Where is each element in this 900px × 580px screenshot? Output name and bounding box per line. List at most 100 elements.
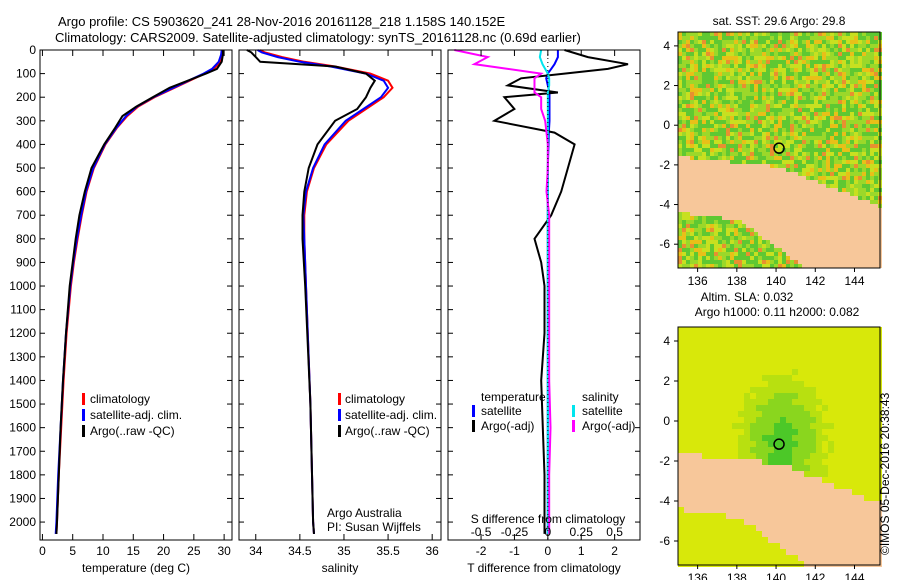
map-cell: [774, 192, 778, 196]
map-cell: [702, 561, 708, 567]
map-cell: [722, 216, 726, 220]
map-cell: [876, 333, 882, 339]
map-cell: [826, 160, 830, 164]
map-cell: [846, 441, 852, 447]
map-cell: [750, 537, 756, 543]
map-cell: [754, 156, 758, 160]
map-cell: [698, 40, 702, 44]
map-cell: [858, 220, 862, 224]
temperature-ytick-label: 1100: [10, 303, 36, 317]
map-cell: [750, 84, 754, 88]
map-cell: [874, 176, 878, 180]
map-cell: [794, 220, 798, 224]
map-cell: [726, 399, 732, 405]
map-cell: [810, 188, 814, 192]
map-cell: [730, 180, 734, 184]
map-cell: [698, 132, 702, 136]
map-cell: [814, 36, 818, 40]
map-cell: [834, 120, 838, 124]
map-cell: [818, 48, 822, 52]
map-cell: [854, 236, 858, 240]
map-cell: [798, 68, 802, 72]
map-cell: [826, 204, 830, 208]
map-cell: [738, 561, 744, 567]
map-cell: [754, 168, 758, 172]
map-cell: [798, 172, 802, 176]
map-cell: [806, 220, 810, 224]
map-cell: [774, 495, 780, 501]
map-cell: [804, 447, 810, 453]
map-cell: [710, 108, 714, 112]
map-cell: [828, 393, 834, 399]
map-cell: [766, 116, 770, 120]
map-cell: [854, 36, 858, 40]
map-cell: [842, 56, 846, 60]
map-cell: [814, 72, 818, 76]
map-cell: [822, 88, 826, 92]
map-cell: [744, 429, 750, 435]
map-cell: [690, 152, 694, 156]
map-cell: [774, 140, 778, 144]
map-cell: [786, 501, 792, 507]
map-cell: [826, 240, 830, 244]
map-cell: [722, 40, 726, 44]
map-cell: [822, 240, 826, 244]
map-cell: [802, 264, 806, 268]
map-cell: [792, 435, 798, 441]
map-cell: [758, 140, 762, 144]
map-cell: [870, 84, 874, 88]
map-cell: [874, 88, 878, 92]
map-cell: [798, 477, 804, 483]
map-cell: [690, 80, 694, 84]
map-cell: [682, 128, 686, 132]
map-cell: [744, 507, 750, 513]
map-cell: [846, 381, 852, 387]
map-cell: [814, 160, 818, 164]
map-cell: [762, 483, 768, 489]
map-cell: [782, 244, 786, 248]
map-cell: [702, 36, 706, 40]
map-cell: [870, 555, 876, 561]
map-cell: [782, 200, 786, 204]
map-cell: [780, 399, 786, 405]
map-cell: [758, 32, 762, 36]
temperature-axes-frame: [39, 49, 233, 541]
map-cell: [846, 60, 850, 64]
map-cell: [870, 128, 874, 132]
map-cell: [864, 561, 870, 567]
temperature-ytick-label: 900: [16, 255, 36, 269]
map-cell: [790, 196, 794, 200]
map-cell: [770, 204, 774, 208]
map-cell: [834, 471, 840, 477]
map-cell: [678, 417, 684, 423]
map-cell: [706, 80, 710, 84]
map-cell: [834, 423, 840, 429]
map-cell: [842, 112, 846, 116]
map-cell: [710, 80, 714, 84]
map-cell: [696, 399, 702, 405]
map-cell: [714, 100, 718, 104]
map-cell: [678, 176, 682, 180]
map-cell: [714, 393, 720, 399]
map-cell: [838, 36, 842, 40]
map-cell: [780, 549, 786, 555]
map-cell: [874, 188, 878, 192]
map-cell: [768, 363, 774, 369]
map-cell: [686, 108, 690, 112]
map-cell: [718, 176, 722, 180]
map-cell: [814, 124, 818, 128]
map-cell: [708, 555, 714, 561]
temperature-ytick-label: 1900: [9, 491, 36, 505]
map-cell: [714, 40, 718, 44]
map-cell: [866, 108, 870, 112]
map-cell: [802, 260, 806, 264]
map-cell: [858, 96, 862, 100]
map-cell: [744, 537, 750, 543]
map-cell: [718, 100, 722, 104]
map-cell: [694, 244, 698, 248]
map-cell: [682, 172, 686, 176]
map-cell: [816, 339, 822, 345]
map-cell: [722, 244, 726, 248]
map-cell: [854, 160, 858, 164]
map-cell: [842, 168, 846, 172]
